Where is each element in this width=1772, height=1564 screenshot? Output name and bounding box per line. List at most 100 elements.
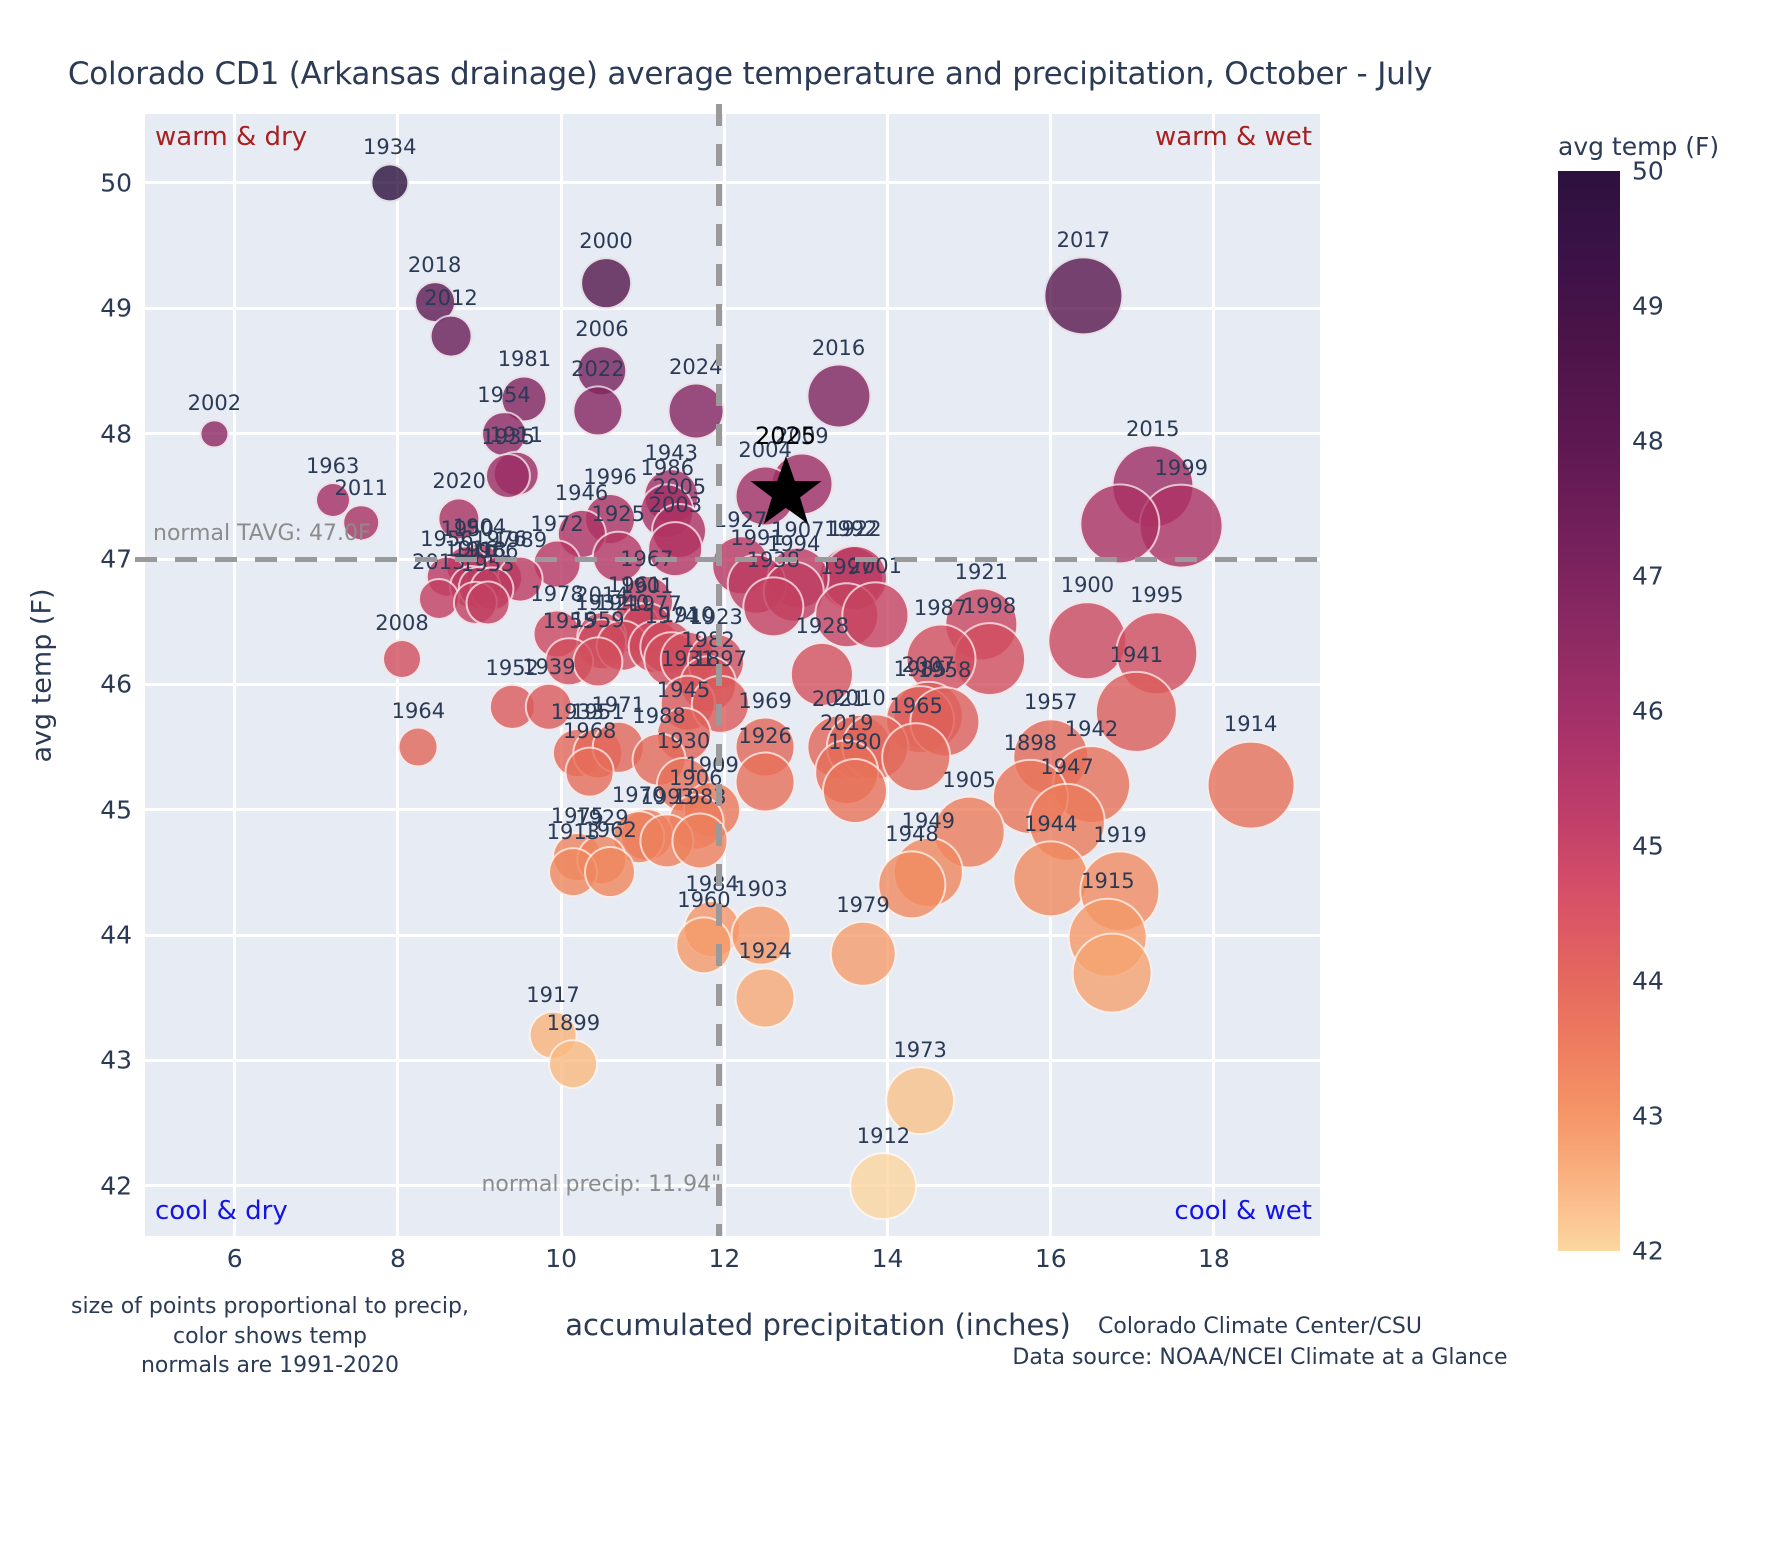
scatter-point[interactable] (1047, 600, 1128, 681)
point-label: 1995 (1130, 583, 1184, 608)
point-label: 1917 (526, 983, 580, 1008)
colorbar-tick: 48 (1632, 426, 1664, 456)
scatter-point[interactable] (342, 503, 381, 542)
scatter-point[interactable] (572, 385, 624, 437)
scatter-point[interactable] (524, 682, 574, 732)
scatter-point[interactable] (1079, 483, 1161, 565)
scatter-point[interactable] (734, 967, 796, 1029)
point-label: 2006 (575, 317, 629, 342)
scatter-point[interactable] (647, 521, 704, 577)
scatter-point[interactable] (1206, 740, 1296, 830)
point-label: 2017 (1056, 228, 1111, 253)
gridline-horizontal (145, 181, 1320, 185)
point-label: 1914 (1223, 712, 1278, 737)
colorbar-tick: 42 (1632, 1236, 1664, 1266)
footnote-right: Colorado Climate Center/CSU Data source: … (1000, 1312, 1520, 1374)
scatter-point[interactable] (564, 746, 616, 798)
gridline-vertical (1212, 114, 1216, 1236)
scatter-point[interactable] (849, 1151, 918, 1220)
footnote-left: size of points proportional to precip, co… (60, 1292, 480, 1381)
colorbar-tick: 47 (1632, 561, 1664, 591)
point-label: 1952 (485, 655, 539, 680)
scatter-point[interactable] (592, 530, 645, 583)
y-axis-tick: 42 (100, 1171, 132, 1201)
scatter-point[interactable] (429, 314, 473, 358)
gridline-vertical (233, 114, 237, 1236)
scatter-point[interactable] (734, 751, 796, 813)
y-axis-tick: 44 (100, 920, 132, 950)
x-axis-tick: 10 (545, 1244, 578, 1273)
normal-precip-line (716, 104, 723, 1236)
scatter-point[interactable] (1043, 256, 1123, 336)
point-label: 1905 (942, 768, 996, 792)
point-label: 2018 (407, 253, 462, 278)
scatter-point[interactable] (1095, 670, 1178, 754)
footnote-line: Data source: NOAA/NCEI Climate at a Glan… (1012, 1344, 1508, 1370)
quadrant-label-warm-dry: warm & dry (155, 122, 308, 152)
gridline-vertical (886, 114, 890, 1236)
point-label: 2020 (432, 469, 486, 494)
gridline-horizontal (145, 1184, 1320, 1188)
colorbar-tick: 50 (1632, 156, 1664, 186)
quadrant-label-cool-dry: cool & dry (155, 1196, 288, 1226)
footnote-line: color shows temp (172, 1323, 368, 1349)
scatter-point[interactable] (580, 257, 632, 310)
colorbar-title: avg temp (F) (1558, 132, 1720, 161)
colorbar (1558, 171, 1620, 1251)
scatter-point[interactable] (675, 916, 733, 974)
scatter-point[interactable] (481, 410, 527, 457)
point-label: 1981 (497, 347, 552, 372)
highlight-star-marker[interactable] (749, 454, 823, 526)
scatter-point[interactable] (821, 757, 888, 824)
footnote-line: normals are 1991-2020 (140, 1353, 400, 1379)
gridline-horizontal (145, 1058, 1320, 1062)
scatter-point[interactable] (667, 382, 725, 440)
scatter-point[interactable] (548, 1039, 599, 1090)
scatter-point[interactable] (742, 575, 804, 638)
point-label: 1971 (591, 692, 645, 717)
y-axis-tick: 49 (100, 293, 132, 323)
colorbar-tick: 49 (1632, 291, 1664, 321)
x-axis-tick: 18 (1198, 1244, 1230, 1273)
colorbar-tick: 45 (1632, 831, 1664, 861)
scatter-point[interactable] (199, 419, 229, 449)
scatter-point[interactable] (841, 581, 909, 650)
footnote-line: Colorado Climate Center/CSU (1098, 1314, 1422, 1339)
scatter-point[interactable] (829, 920, 897, 988)
x-axis-tick: 8 (389, 1244, 406, 1273)
y-axis-tick: 43 (100, 1045, 132, 1075)
y-axis-tick: 48 (100, 419, 132, 449)
scatter-point[interactable] (465, 580, 511, 626)
scatter-plot-area[interactable]: 1934 2000 2017 2018 2012 2006 2016 1981 2022 2024… (135, 104, 1331, 1236)
gridline-horizontal (145, 306, 1320, 310)
scatter-point[interactable] (437, 497, 481, 541)
point-label: 1996 (583, 464, 637, 489)
scatter-point[interactable] (877, 850, 947, 920)
colorbar-tick: 43 (1632, 1101, 1664, 1131)
highlight-star-label: 2025 (754, 422, 817, 451)
scatter-point[interactable] (382, 639, 423, 680)
scatter-point[interactable] (572, 636, 624, 688)
scatter-point[interactable] (806, 363, 872, 429)
scatter-point[interactable] (485, 453, 532, 500)
scatter-point[interactable] (730, 904, 792, 966)
x-axis-label: accumulated precipitation (inches) (565, 1308, 1071, 1342)
x-axis-tick: 14 (871, 1244, 904, 1273)
normal-tavg-label: normal TAVG: 47.0F (153, 521, 371, 547)
scatter-point[interactable] (885, 1065, 956, 1136)
colorbar-gradient (1558, 171, 1620, 1251)
scatter-point[interactable] (1071, 932, 1153, 1014)
scatter-point[interactable] (1012, 840, 1090, 918)
point-label: 2016 (811, 335, 866, 360)
scatter-point[interactable] (370, 163, 410, 203)
scatter-point[interactable] (881, 722, 951, 792)
point-label: 1964 (391, 698, 446, 723)
scatter-point[interactable] (397, 726, 439, 768)
scatter-point[interactable] (790, 642, 855, 707)
scatter-point[interactable] (417, 578, 460, 621)
point-label: 1900 (1060, 572, 1115, 597)
scatter-point[interactable] (584, 846, 637, 899)
colorbar-tick: 44 (1632, 966, 1664, 996)
point-label: 1963 (305, 454, 360, 479)
normal-precip-label: normal precip: 11.94" (481, 1172, 722, 1197)
